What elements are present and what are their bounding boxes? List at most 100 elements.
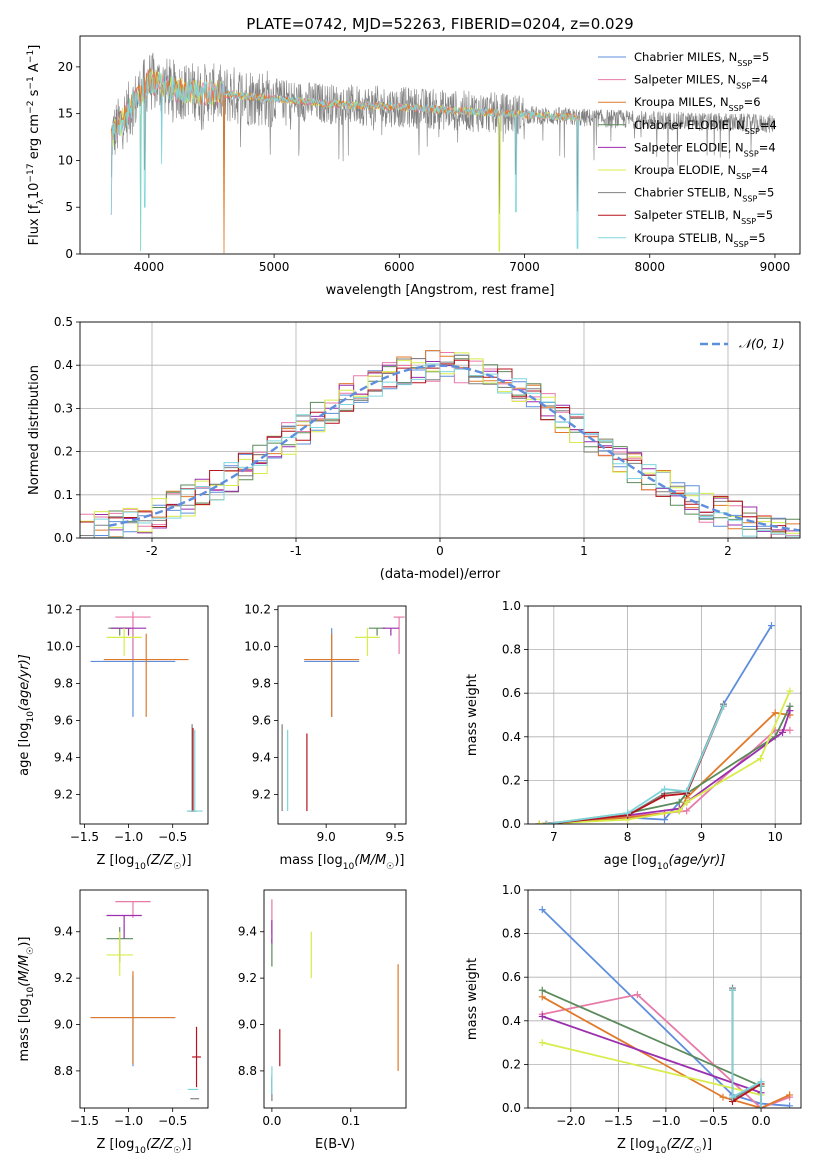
massweight_vs_age-xtick-label: 8 — [624, 830, 632, 844]
mass_vs_Z-ytick-label: 8.8 — [54, 1064, 73, 1078]
series-marker-salpeter_elodie — [538, 1012, 546, 1020]
mass_vs_Z-xlabel: Z [log10(Z/Z☉)] — [96, 1137, 191, 1156]
legend-label-part: Kroupa STELIB, N — [634, 231, 734, 245]
axes-frame — [277, 605, 407, 825]
mass_vs_Z-plot-area — [90, 900, 201, 1100]
histogram-ylabel: Normed distribution — [27, 365, 42, 495]
massweight_vs_Z-xtick-label: 0.0 — [752, 1114, 771, 1128]
age_vs_mass-ytick-label: 10.0 — [244, 640, 271, 654]
histogram-xlabel: (data-model)/error — [380, 567, 501, 582]
legend-label-part: SSP — [736, 81, 751, 90]
series-line-kroupa_stelib — [731, 990, 762, 1108]
series-marker-kroupa_elodie — [683, 798, 691, 806]
series-marker-salpeter_stelib — [661, 792, 668, 800]
massweight_vs_Z-xlabel-part: Z [log — [617, 1137, 655, 1152]
massweight_vs_Z-xtick-label: −0.5 — [699, 1114, 728, 1128]
mass_vs_Z-ylabel-part: (M/M — [17, 955, 32, 987]
massweight_vs_age-xtick-label: 10 — [768, 830, 783, 844]
mass_vs_Z-xlabel-part: (Z/Z — [146, 1137, 174, 1152]
series-marker-chabrier_miles — [767, 622, 775, 630]
series-marker-chabrier_miles — [786, 1102, 794, 1108]
series-marker-kroupa_stelib — [729, 986, 737, 994]
series-marker-chabrier_elodie — [675, 798, 683, 806]
legend-label-part: SSP — [745, 126, 760, 135]
series-marker-kroupa_elodie — [675, 807, 683, 815]
age_vs_Z-ytick-label: 9.8 — [54, 677, 73, 691]
legend-label-part: Kroupa ELODIE, N — [634, 163, 736, 177]
age_vs_mass-xlabel-part: )] — [394, 853, 404, 868]
series-marker-kroupa_miles — [786, 1091, 794, 1099]
spectrum-xtick-label: 4000 — [134, 260, 165, 274]
age_vs_Z-xlabel-part: Z [log — [96, 853, 134, 868]
mass_vs_EBV-xtick-label: 0.0 — [262, 1114, 281, 1128]
massweight_vs_Z-xlabel-part: )] — [702, 1137, 712, 1152]
spectrum-ylabel-part: −17 — [26, 163, 36, 182]
mass_vs_Z-xtick-label: −0.5 — [158, 1114, 187, 1128]
legend-label-part: Chabrier MILES, N — [634, 50, 737, 64]
massweight_vs_age-ytick-label: 1.0 — [502, 599, 521, 613]
series-marker-kroupa_miles — [719, 1093, 727, 1101]
massweight_vs_age-ytick-label: 0.2 — [502, 773, 521, 787]
age_vs_mass-xlabel: mass [log10(M/M☉)] — [280, 853, 405, 872]
series-line-chabrier_miles — [541, 908, 790, 1107]
massweight_vs_Z-xtick-label: −1.5 — [604, 1114, 633, 1128]
series-marker-salpeter_elodie — [786, 707, 794, 715]
mass_vs_EBV-xtick-label: 0.1 — [341, 1114, 360, 1128]
age_vs_Z-xlabel: Z [log10(Z/Z☉)] — [96, 853, 191, 872]
age_vs_Z-panel: −1.5 −1.0 −0.59.29.49.69.810.010.2Z [log10… — [17, 603, 209, 872]
legend-label: Chabrier MILES, NSSP=5 — [634, 50, 769, 68]
massweight_vs_Z-xtick-label: −2.0 — [556, 1114, 585, 1128]
spectrum-xtick-label: 5000 — [259, 260, 290, 274]
legend-label-part: =4 — [759, 140, 776, 154]
massweight_vs_Z-ytick-label: 0.2 — [502, 1057, 521, 1071]
age_vs_Z-ytick-label: 10.2 — [46, 603, 73, 617]
figure-title: PLATE=0742, MJD=52263, FIBERID=0204, z=0… — [246, 15, 633, 33]
spectrum-ytick-label: 0 — [65, 247, 73, 261]
axes-frame — [527, 605, 802, 825]
legend-label-part: SSP — [736, 172, 751, 181]
residual_histogram-panel: -2 -1 0 1 2 0.0 0.1 0.2 0.3 0.4 0.5 𝒩(0, 1) (data-mo… — [27, 315, 801, 582]
age_vs_Z-ytick-label: 9.2 — [54, 787, 73, 801]
legend-label-part: Chabrier ELODIE, N — [634, 118, 745, 132]
series-marker-kroupa_elodie — [786, 687, 794, 695]
spectrum-ylabel-part: −1 — [26, 76, 36, 89]
residual_histogram-xtick-label: -1 — [290, 544, 302, 558]
legend-label-part: Salpeter ELODIE, N — [634, 140, 744, 154]
spectrum-xtick-label: 9000 — [760, 260, 791, 274]
legend-label-part: SSP — [737, 59, 752, 68]
legend-label-part: =5 — [752, 50, 769, 64]
series-marker-kroupa_miles — [771, 709, 779, 717]
massweight_vs_Z-xlabel-part: ☉ — [694, 1146, 702, 1156]
residual_histogram-xtick-label: 1 — [580, 544, 588, 558]
legend-label-part: =6 — [744, 95, 761, 109]
residual_histogram-xtick-label: 2 — [724, 544, 732, 558]
mass_vs_Z-ytick-label: 9.0 — [54, 1018, 73, 1032]
massweight_vs_age-xlabel: age [log10(age/yr)] — [604, 853, 726, 872]
mass_vs_Z-ylabel-part: )] — [17, 937, 32, 947]
age_vs_Z-ytick-label: 10.0 — [46, 640, 73, 654]
mass_vs_EBV-plot-area — [271, 899, 399, 1102]
massweight_vs_age-plot-area — [528, 606, 801, 824]
legend-label-part: Salpeter STELIB, N — [634, 208, 741, 222]
series-line-kroupa_elodie — [539, 690, 791, 824]
mass_vs_EBV-ytick-label: 9.0 — [238, 1018, 257, 1032]
mass_vs_Z-ylabel: mass [log10(M/M☉)] — [17, 937, 36, 1062]
legend-label-part: =5 — [757, 186, 774, 200]
age_vs_mass-ytick-label: 9.4 — [252, 750, 271, 764]
massweight_vs_age-xlabel-part: age [log — [604, 853, 657, 868]
legend-label: Kroupa MILES, NSSP=6 — [634, 95, 761, 113]
legend-label-part: =5 — [749, 231, 766, 245]
residual_histogram-ytick-label: 0.1 — [54, 488, 73, 502]
age_vs_mass-ytick-label: 9.6 — [252, 714, 271, 728]
massweight_vs_Z-xlabel-part: 10 — [655, 1146, 667, 1156]
massweight_vs_Z-ytick-label: 1.0 — [502, 883, 521, 897]
axes-frame — [79, 605, 209, 825]
gaussian-curve — [108, 364, 800, 532]
residual_histogram-xtick-label: 0 — [436, 544, 444, 558]
legend-label: Salpeter ELODIE, NSSP=4 — [634, 140, 776, 158]
legend-label-part: SSP — [742, 194, 757, 203]
series-marker-kroupa_stelib — [624, 809, 632, 817]
legend-label: 𝒩(0, 1) — [739, 336, 785, 351]
legend-label-part: Salpeter MILES, N — [634, 73, 736, 87]
